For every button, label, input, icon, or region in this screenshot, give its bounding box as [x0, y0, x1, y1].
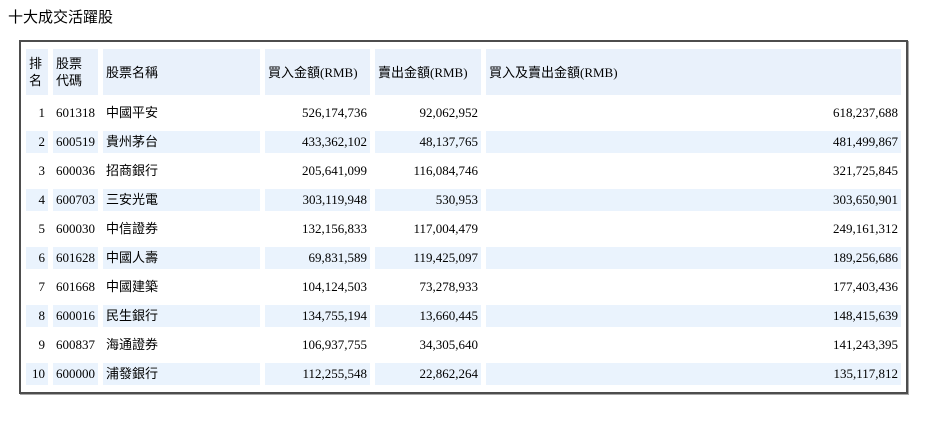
cell-buy: 112,255,548	[265, 363, 370, 385]
cell-total: 321,725,845	[833, 163, 898, 178]
table-row: 10 600000 浦發銀行 112,255,548 22,862,264 13…	[26, 363, 901, 385]
cell-name: 浦發銀行	[103, 363, 260, 385]
cell-sell: 92,062,952	[419, 105, 479, 120]
cell-rank: 1	[38, 105, 46, 120]
cell-rank: 8	[26, 305, 48, 327]
cell-rank: 3	[38, 163, 46, 178]
cell-name: 中國人壽	[103, 247, 260, 269]
cell-total: 249,161,312	[833, 221, 898, 236]
cell-code: 600519	[53, 131, 98, 153]
col-header-rank: 排 名	[26, 49, 48, 95]
cell-total: 141,243,395	[833, 337, 898, 352]
cell-total: 481,499,867	[486, 131, 901, 153]
cell-buy: 134,755,194	[265, 305, 370, 327]
cell-total: 177,403,436	[833, 279, 898, 294]
cell-code: 600837	[56, 337, 95, 352]
cell-buy: 526,174,736	[302, 105, 367, 120]
table-row: 1 601318 中國平安 526,174,736 92,062,952 618…	[26, 102, 901, 124]
cell-rank: 6	[26, 247, 48, 269]
col-header-code: 股票 代碼	[53, 49, 98, 95]
cell-code: 601318	[56, 105, 95, 120]
table-row: 7 601668 中國建築 104,124,503 73,278,933 177…	[26, 276, 901, 298]
cell-sell: 34,305,640	[419, 337, 479, 352]
table-row: 8 600016 民生銀行 134,755,194 13,660,445 148…	[26, 305, 901, 327]
col-header-sell: 賣出金額(RMB)	[375, 49, 481, 95]
cell-name: 海通證券	[106, 337, 159, 352]
col-header-total: 買入及賣出金額(RMB)	[486, 49, 901, 95]
cell-buy: 433,362,102	[265, 131, 370, 153]
cell-code: 600016	[53, 305, 98, 327]
header-row: 排 名 股票 代碼 股票名稱 買入金額(RMB) 賣出金額(RMB) 買入及賣出…	[26, 49, 901, 95]
cell-sell: 116,084,746	[413, 163, 478, 178]
cell-sell: 13,660,445	[375, 305, 481, 327]
cell-sell: 119,425,097	[375, 247, 481, 269]
cell-rank: 2	[26, 131, 48, 153]
cell-name: 招商銀行	[106, 163, 159, 178]
cell-total: 189,256,686	[486, 247, 901, 269]
cell-name: 民生銀行	[103, 305, 260, 327]
cell-code: 600703	[53, 189, 98, 211]
cell-sell: 48,137,765	[375, 131, 481, 153]
table-row: 2 600519 貴州茅台 433,362,102 48,137,765 481…	[26, 131, 901, 153]
cell-rank: 9	[38, 337, 46, 352]
col-header-name: 股票名稱	[103, 49, 260, 95]
table-row: 3 600036 招商銀行 205,641,099 116,084,746 32…	[26, 160, 901, 182]
cell-buy: 69,831,589	[265, 247, 370, 269]
cell-total: 148,415,639	[486, 305, 901, 327]
cell-sell: 73,278,933	[419, 279, 479, 294]
cell-sell: 117,004,479	[413, 221, 478, 236]
cell-total: 303,650,901	[486, 189, 901, 211]
table-row: 5 600030 中信證券 132,156,833 117,004,479 24…	[26, 218, 901, 240]
cell-code: 601628	[53, 247, 98, 269]
cell-sell: 22,862,264	[375, 363, 481, 385]
cell-rank: 4	[26, 189, 48, 211]
cell-rank: 10	[26, 363, 48, 385]
table-row: 9 600837 海通證券 106,937,755 34,305,640 141…	[26, 334, 901, 356]
cell-name: 中信證券	[106, 221, 159, 236]
cell-name: 貴州茅台	[103, 131, 260, 153]
table-row: 4 600703 三安光電 303,119,948 530,953 303,65…	[26, 189, 901, 211]
table-body: 1 601318 中國平安 526,174,736 92,062,952 618…	[26, 102, 901, 385]
cell-sell: 530,953	[375, 189, 481, 211]
cell-rank: 7	[38, 279, 46, 294]
cell-code: 600030	[56, 221, 95, 236]
cell-code: 601668	[56, 279, 95, 294]
cell-name: 三安光電	[103, 189, 260, 211]
cell-total: 618,237,688	[833, 105, 898, 120]
cell-buy: 303,119,948	[265, 189, 370, 211]
cell-buy: 104,124,503	[302, 279, 367, 294]
cell-code: 600036	[56, 163, 95, 178]
table-header: 排 名 股票 代碼 股票名稱 買入金額(RMB) 賣出金額(RMB) 買入及賣出…	[26, 49, 901, 95]
top-ten-active-stocks-table: 排 名 股票 代碼 股票名稱 買入金額(RMB) 賣出金額(RMB) 買入及賣出…	[19, 40, 908, 394]
page-title: 十大成交活躍股	[8, 10, 114, 26]
cell-total: 135,117,812	[486, 363, 901, 385]
cell-rank: 5	[38, 221, 46, 236]
cell-name: 中國建築	[106, 279, 159, 294]
cell-buy: 205,641,099	[302, 163, 367, 178]
cell-buy: 106,937,755	[302, 337, 367, 352]
table-row: 6 601628 中國人壽 69,831,589 119,425,097 189…	[26, 247, 901, 269]
cell-code: 600000	[53, 363, 98, 385]
cell-buy: 132,156,833	[302, 221, 367, 236]
cell-name: 中國平安	[106, 105, 159, 120]
col-header-buy: 買入金額(RMB)	[265, 49, 370, 95]
